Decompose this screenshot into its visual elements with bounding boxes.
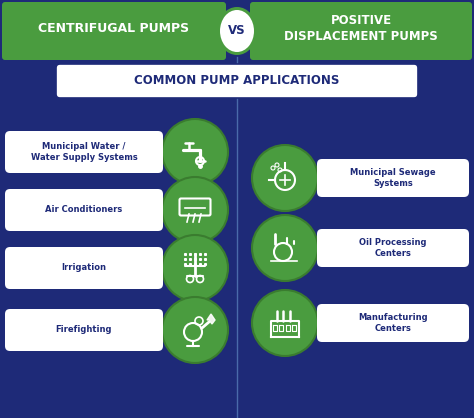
Text: Firefighting: Firefighting [56, 326, 112, 334]
Circle shape [162, 177, 228, 243]
FancyBboxPatch shape [5, 309, 163, 351]
Circle shape [162, 235, 228, 301]
Text: Air Conditioners: Air Conditioners [46, 206, 123, 214]
FancyBboxPatch shape [250, 2, 472, 60]
Ellipse shape [217, 7, 257, 55]
FancyBboxPatch shape [317, 229, 469, 267]
Text: CENTRIFUGAL PUMPS: CENTRIFUGAL PUMPS [38, 23, 190, 36]
Ellipse shape [220, 10, 254, 52]
Text: Municipal Water /
Water Supply Systems: Municipal Water / Water Supply Systems [31, 142, 137, 162]
FancyBboxPatch shape [2, 2, 226, 60]
FancyBboxPatch shape [317, 304, 469, 342]
Text: Oil Processing
Centers: Oil Processing Centers [359, 238, 427, 258]
FancyBboxPatch shape [5, 247, 163, 289]
Circle shape [252, 215, 318, 281]
Text: Irrigation: Irrigation [62, 263, 107, 273]
Circle shape [252, 290, 318, 356]
FancyBboxPatch shape [56, 64, 418, 98]
Circle shape [252, 145, 318, 211]
Text: VS: VS [228, 25, 246, 38]
Text: Manufacturing
Centers: Manufacturing Centers [358, 313, 428, 333]
FancyBboxPatch shape [5, 189, 163, 231]
Text: COMMON PUMP APPLICATIONS: COMMON PUMP APPLICATIONS [134, 74, 340, 87]
Text: Municipal Sewage
Systems: Municipal Sewage Systems [350, 168, 436, 188]
Polygon shape [207, 314, 215, 324]
FancyBboxPatch shape [5, 131, 163, 173]
Circle shape [162, 297, 228, 363]
FancyBboxPatch shape [317, 159, 469, 197]
Text: POSITIVE
DISPLACEMENT PUMPS: POSITIVE DISPLACEMENT PUMPS [284, 15, 438, 43]
Circle shape [162, 119, 228, 185]
